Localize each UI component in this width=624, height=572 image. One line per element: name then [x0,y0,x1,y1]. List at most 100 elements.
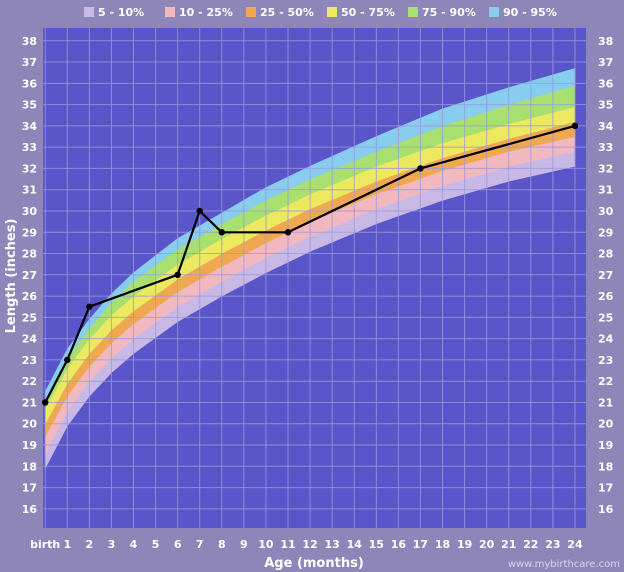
y-tick-label: 20 [598,418,614,431]
x-tick-label: 10 [258,538,274,551]
legend-label: 5 - 10% [98,6,144,19]
y-tick-label: 36 [598,77,614,90]
legend-item: 10 - 25% [165,6,233,19]
x-tick-label: 7 [196,538,204,551]
y-tick-label: 17 [22,482,37,495]
y-tick-label: 22 [22,375,37,388]
y-tick-label: 24 [598,333,614,346]
y-tick-label: 16 [598,503,614,516]
data-point [64,356,71,364]
x-tick-label: 24 [567,538,583,551]
legend-swatch [84,7,94,17]
y-tick-label: 34 [598,120,614,133]
x-tick-labels: birth 1 2 3 4 5 6 7 8 9 10 11 12 13 14 15 16 17 18 19 20 21 22… [30,538,583,551]
watermark: www.mybirthcare.com [508,559,620,570]
y-tick-label: 31 [22,184,37,197]
grid-lines [43,28,586,528]
y-tick-label: 17 [598,482,613,495]
y-tick-label: 27 [22,269,37,282]
x-tick-label: 20 [479,538,495,551]
y-tick-label: 37 [598,56,613,69]
data-point [284,229,292,236]
y-tick-label: 34 [22,120,38,133]
x-tick-label: 9 [240,538,248,551]
y-tick-label: 27 [598,269,613,282]
y-tick-label: 37 [22,56,37,69]
y-tick-label: 33 [598,141,613,154]
y-tick-label: 28 [22,248,37,261]
y-tick-label: 20 [22,418,38,431]
y-tick-label: 36 [22,77,38,90]
x-tick-label: 3 [108,538,116,551]
x-tick-label: 14 [347,538,363,551]
x-tick-label: 16 [391,538,407,551]
y-tick-label: 31 [598,184,613,197]
y-tick-label: 29 [22,226,37,239]
x-tick-label: 19 [457,538,472,551]
y-tick-label: 32 [598,162,613,175]
y-tick-label: 28 [598,248,613,261]
y-tick-label: 23 [22,354,37,367]
x-tick-label: 17 [413,538,428,551]
y-tick-label: 19 [22,439,37,452]
x-tick-label: 1 [63,538,71,551]
y-tick-label: 35 [22,99,37,112]
y-tick-label: 32 [22,162,37,175]
x-tick-label: 5 [152,538,160,551]
y-tick-label: 30 [22,205,38,218]
y-tick-label: 25 [598,311,613,324]
x-tick-label: 12 [302,538,317,551]
legend-item: 25 - 50% [246,6,314,19]
x-tick-label: 22 [523,538,538,551]
data-series [42,122,579,406]
x-tick-label: 21 [501,538,516,551]
legend-swatch [408,7,418,17]
x-tick-label: 6 [174,538,182,551]
y-tick-label: 26 [598,290,614,303]
y-tick-label: 26 [22,290,38,303]
data-point [174,271,181,279]
legend-swatch [489,7,499,17]
legend-label: 10 - 25% [179,6,233,19]
y-tick-label: 30 [598,205,614,218]
x-tick-label: 11 [280,538,295,551]
x-tick-label: 8 [218,538,226,551]
x-tick-label: 2 [86,538,94,551]
y-tick-label: 24 [22,333,38,346]
y-tick-label: 29 [598,226,613,239]
y-tick-label: 19 [598,439,613,452]
legend-item: 50 - 75% [327,6,395,19]
y-tick-labels-right: 16 17 18 19 20 21 22 23 24 25 26 27 28 29 30 31 32 33 34 35… [598,35,614,516]
x-tick-label: 13 [325,538,340,551]
legend-swatch [327,7,337,17]
legend-swatch [165,7,175,17]
legend-label: 75 - 90% [422,6,476,19]
data-point [42,399,49,406]
data-point [196,207,203,215]
y-tick-label: 18 [598,460,613,473]
data-point [417,165,424,172]
x-tick-label: 15 [369,538,384,551]
x-tick-label: 18 [435,538,450,551]
y-tick-label: 18 [22,460,37,473]
x-tick-label: birth [30,538,60,551]
legend-item: 5 - 10% [84,6,144,19]
x-tick-label: 23 [545,538,560,551]
y-tick-label: 16 [22,503,38,516]
y-tick-label: 25 [22,311,37,324]
x-axis-title: Age (months) [264,556,364,571]
legend-item: 90 - 95% [489,6,557,19]
y-tick-label: 22 [598,375,613,388]
y-axis-title: Length (inches) [4,219,19,334]
y-tick-label: 21 [22,396,37,409]
y-tick-label: 38 [598,35,613,48]
y-tick-label: 21 [598,396,613,409]
chart-legend: 5 - 10% 10 - 25% 25 - 50% 50 - 75% 75 - 90% 9… [84,6,557,19]
y-tick-labels-left: 16 17 18 19 20 21 22 23 24 25 26 27 28 29 30 31 32 33 34 35… [22,35,38,516]
x-tick-label: 4 [130,538,138,551]
y-tick-label: 38 [22,35,37,48]
legend-label: 25 - 50% [260,6,314,19]
legend-swatch [246,7,256,17]
legend-item: 75 - 90% [408,6,476,19]
